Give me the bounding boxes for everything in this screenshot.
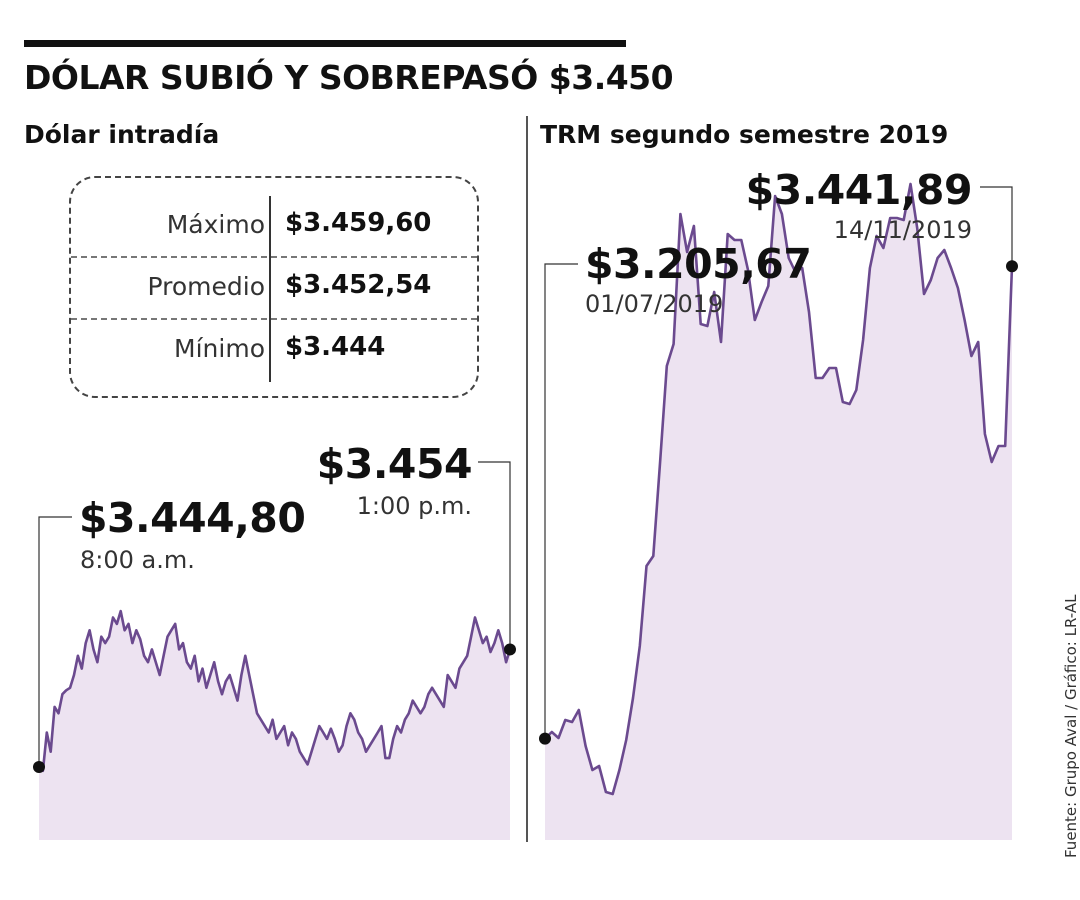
- stat-divider: [71, 256, 477, 258]
- left-end-time: 1:00 p.m.: [356, 492, 472, 520]
- right-start-value: $3.205,67: [585, 240, 812, 288]
- end-leader-line: [478, 461, 511, 650]
- end-point: [1006, 260, 1018, 273]
- left-end-value: $3.454: [316, 440, 473, 488]
- stat-row-max: Máximo $3.459,60: [71, 196, 477, 258]
- source-credit: Fuente: Grupo Aval / Gráfico: LR-AL: [1062, 594, 1080, 858]
- start-leader-line: [38, 516, 72, 767]
- stats-vertical-rule: [269, 196, 271, 382]
- stat-value: $3.459,60: [285, 208, 432, 238]
- title-bar: [24, 40, 626, 47]
- series-line: [544, 182, 1014, 796]
- stat-label: Máximo: [166, 210, 265, 239]
- left-intraday-chart: [33, 461, 516, 840]
- right-start-date: 01/07/2019: [585, 290, 724, 318]
- end-point: [504, 643, 516, 656]
- panel-divider: [526, 116, 528, 842]
- series-line: [38, 609, 512, 773]
- left-start-value: $3.444,80: [79, 494, 306, 542]
- right-trm-chart: [539, 182, 1018, 840]
- page-title: DÓLAR SUBIÓ Y SOBREPASÓ $3.450: [24, 58, 674, 97]
- right-end-value: $3.441,89: [745, 166, 973, 214]
- right-end-date: 14/11/2019: [833, 216, 972, 244]
- right-chart-subtitle: TRM segundo semestre 2019: [540, 120, 949, 149]
- stat-divider: [71, 318, 477, 320]
- area-fill: [545, 184, 1012, 840]
- left-chart-subtitle: Dólar intradía: [24, 120, 220, 149]
- start-point: [539, 732, 551, 745]
- stat-label: Mínimo: [174, 334, 265, 363]
- stat-label: Promedio: [147, 272, 265, 301]
- stats-box: Máximo $3.459,60 Promedio $3.452,54 Míni…: [69, 176, 479, 398]
- end-leader-line: [980, 186, 1013, 267]
- stat-value: $3.452,54: [285, 270, 432, 300]
- start-leader-line: [544, 263, 578, 739]
- left-start-time: 8:00 a.m.: [80, 546, 195, 574]
- stat-row-avg: Promedio $3.452,54: [71, 258, 477, 320]
- start-point: [33, 761, 45, 773]
- stat-value: $3.444: [285, 332, 386, 362]
- stat-row-min: Mínimo $3.444: [71, 320, 477, 382]
